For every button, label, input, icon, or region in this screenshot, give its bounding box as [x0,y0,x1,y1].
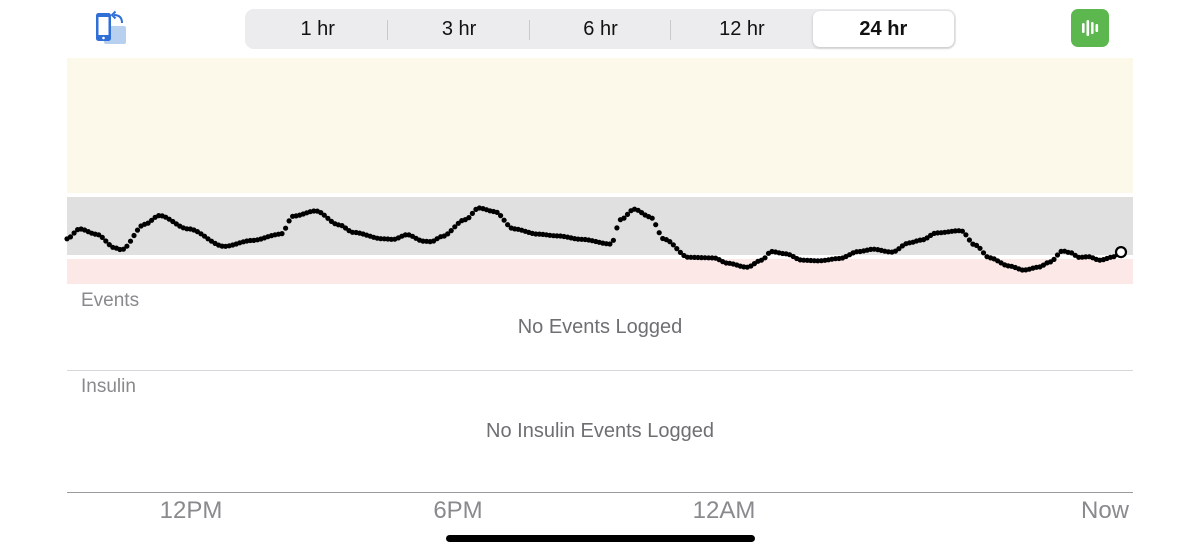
events-label: Events [81,290,140,311]
glucose-reading-point [124,243,130,249]
insulin-label: Insulin [81,376,136,397]
low-range-band [67,259,1133,284]
segment-label: 12 hr [719,17,765,40]
segment-label: 24 hr [859,17,908,40]
glucose-reading-point [145,220,151,226]
audio-waveform-icon [1082,20,1099,36]
glucose-readings [64,205,1128,273]
glucose-reading-point [455,220,461,226]
rotate-device-button[interactable] [88,8,132,48]
glucose-reading-point [505,222,511,228]
glucose-reading-point [656,230,662,236]
events-empty-message: No Events Logged [517,316,683,338]
time-tick-now: Now [1080,497,1130,524]
glucose-reading-point [501,217,507,223]
glucose-reading-point [1051,256,1057,262]
high-range-band [67,58,1133,193]
insulin-empty-message: No Insulin Events Logged [486,420,714,442]
time-tick-12pm: 12PM [159,497,223,524]
glucose-reading-point [607,241,613,247]
glucose-reading-point [67,234,74,240]
glucose-reading-point [469,210,475,216]
time-tick-12am: 12AM [692,497,756,524]
glucose-reading-point [621,215,627,221]
glucose-reading-point [610,237,617,243]
glucose-reading-point [96,232,102,238]
home-indicator [446,535,755,542]
glucose-reading-point [494,209,500,215]
glucose-reading-point [973,242,980,248]
segment-6-hr[interactable]: 6 hr [530,11,672,47]
glucose-reading-point [127,238,134,244]
glucose-reading-point [134,227,141,233]
glucose-reading-point [614,225,620,231]
glucose-reading-point [624,211,631,217]
current-reading-marker [1114,246,1128,259]
glucose-reading-point [1054,252,1061,258]
target-range-band [67,197,1133,255]
glucose-reading-point [980,250,987,256]
glucose-reading-point [149,217,155,223]
glucose-reading-point [103,238,109,244]
glucose-reading-point [963,232,969,238]
glucose-reading-point [106,242,112,248]
segment-label: 6 hr [583,17,618,40]
glucose-reading-point [653,222,659,228]
glucose-reading-point [286,218,292,224]
glucose-reading-point [674,246,680,252]
glucose-reading-point [649,215,655,221]
glucose-reading-point [896,246,902,252]
segment-label: 1 hr [300,17,335,40]
glucose-reading-point [448,228,454,234]
glucose-reading-point [677,249,684,255]
glucose-reading-point [977,245,983,251]
glucose-reading-point [966,237,973,243]
segment-divider [387,20,389,40]
segment-3-hr[interactable]: 3 hr [388,11,530,47]
glucose-reading-point [131,232,137,239]
time-range-selector: 1 hr 3 hr 6 hr 12 hr 24 hr [245,9,956,49]
glucose-reading-point [498,213,504,219]
glucose-reading-point [762,255,768,261]
glucose-reading-point [670,242,676,248]
glucose-reading-point [445,231,451,237]
glucose-reading-point [452,224,458,230]
rotate-device-icon [96,10,126,44]
glucose-reading-point [279,231,285,237]
time-axis-line [67,492,1133,493]
glucose-reading-point [667,239,673,245]
glucose-reading-point [283,225,289,231]
segment-label: 3 hr [441,17,477,40]
segment-1-hr[interactable]: 1 hr [247,11,389,47]
glucose-reading-point [466,215,472,221]
glucose-reading-point [325,215,331,221]
segment-divider [670,20,672,40]
audio-button[interactable] [1071,9,1109,47]
glucose-reading-point [71,230,77,236]
time-tick-6pm: 6PM [433,497,483,524]
glucose-reading-point [959,228,966,234]
segment-24-hr[interactable]: 24 hr [812,11,955,47]
segment-12-hr[interactable]: 12 hr [671,11,812,47]
segment-divider [528,20,530,40]
glucose-reading-point [99,234,105,240]
glucose-reading-point [120,246,126,252]
section-divider [67,370,1133,371]
glucose-reading-point [321,212,327,218]
